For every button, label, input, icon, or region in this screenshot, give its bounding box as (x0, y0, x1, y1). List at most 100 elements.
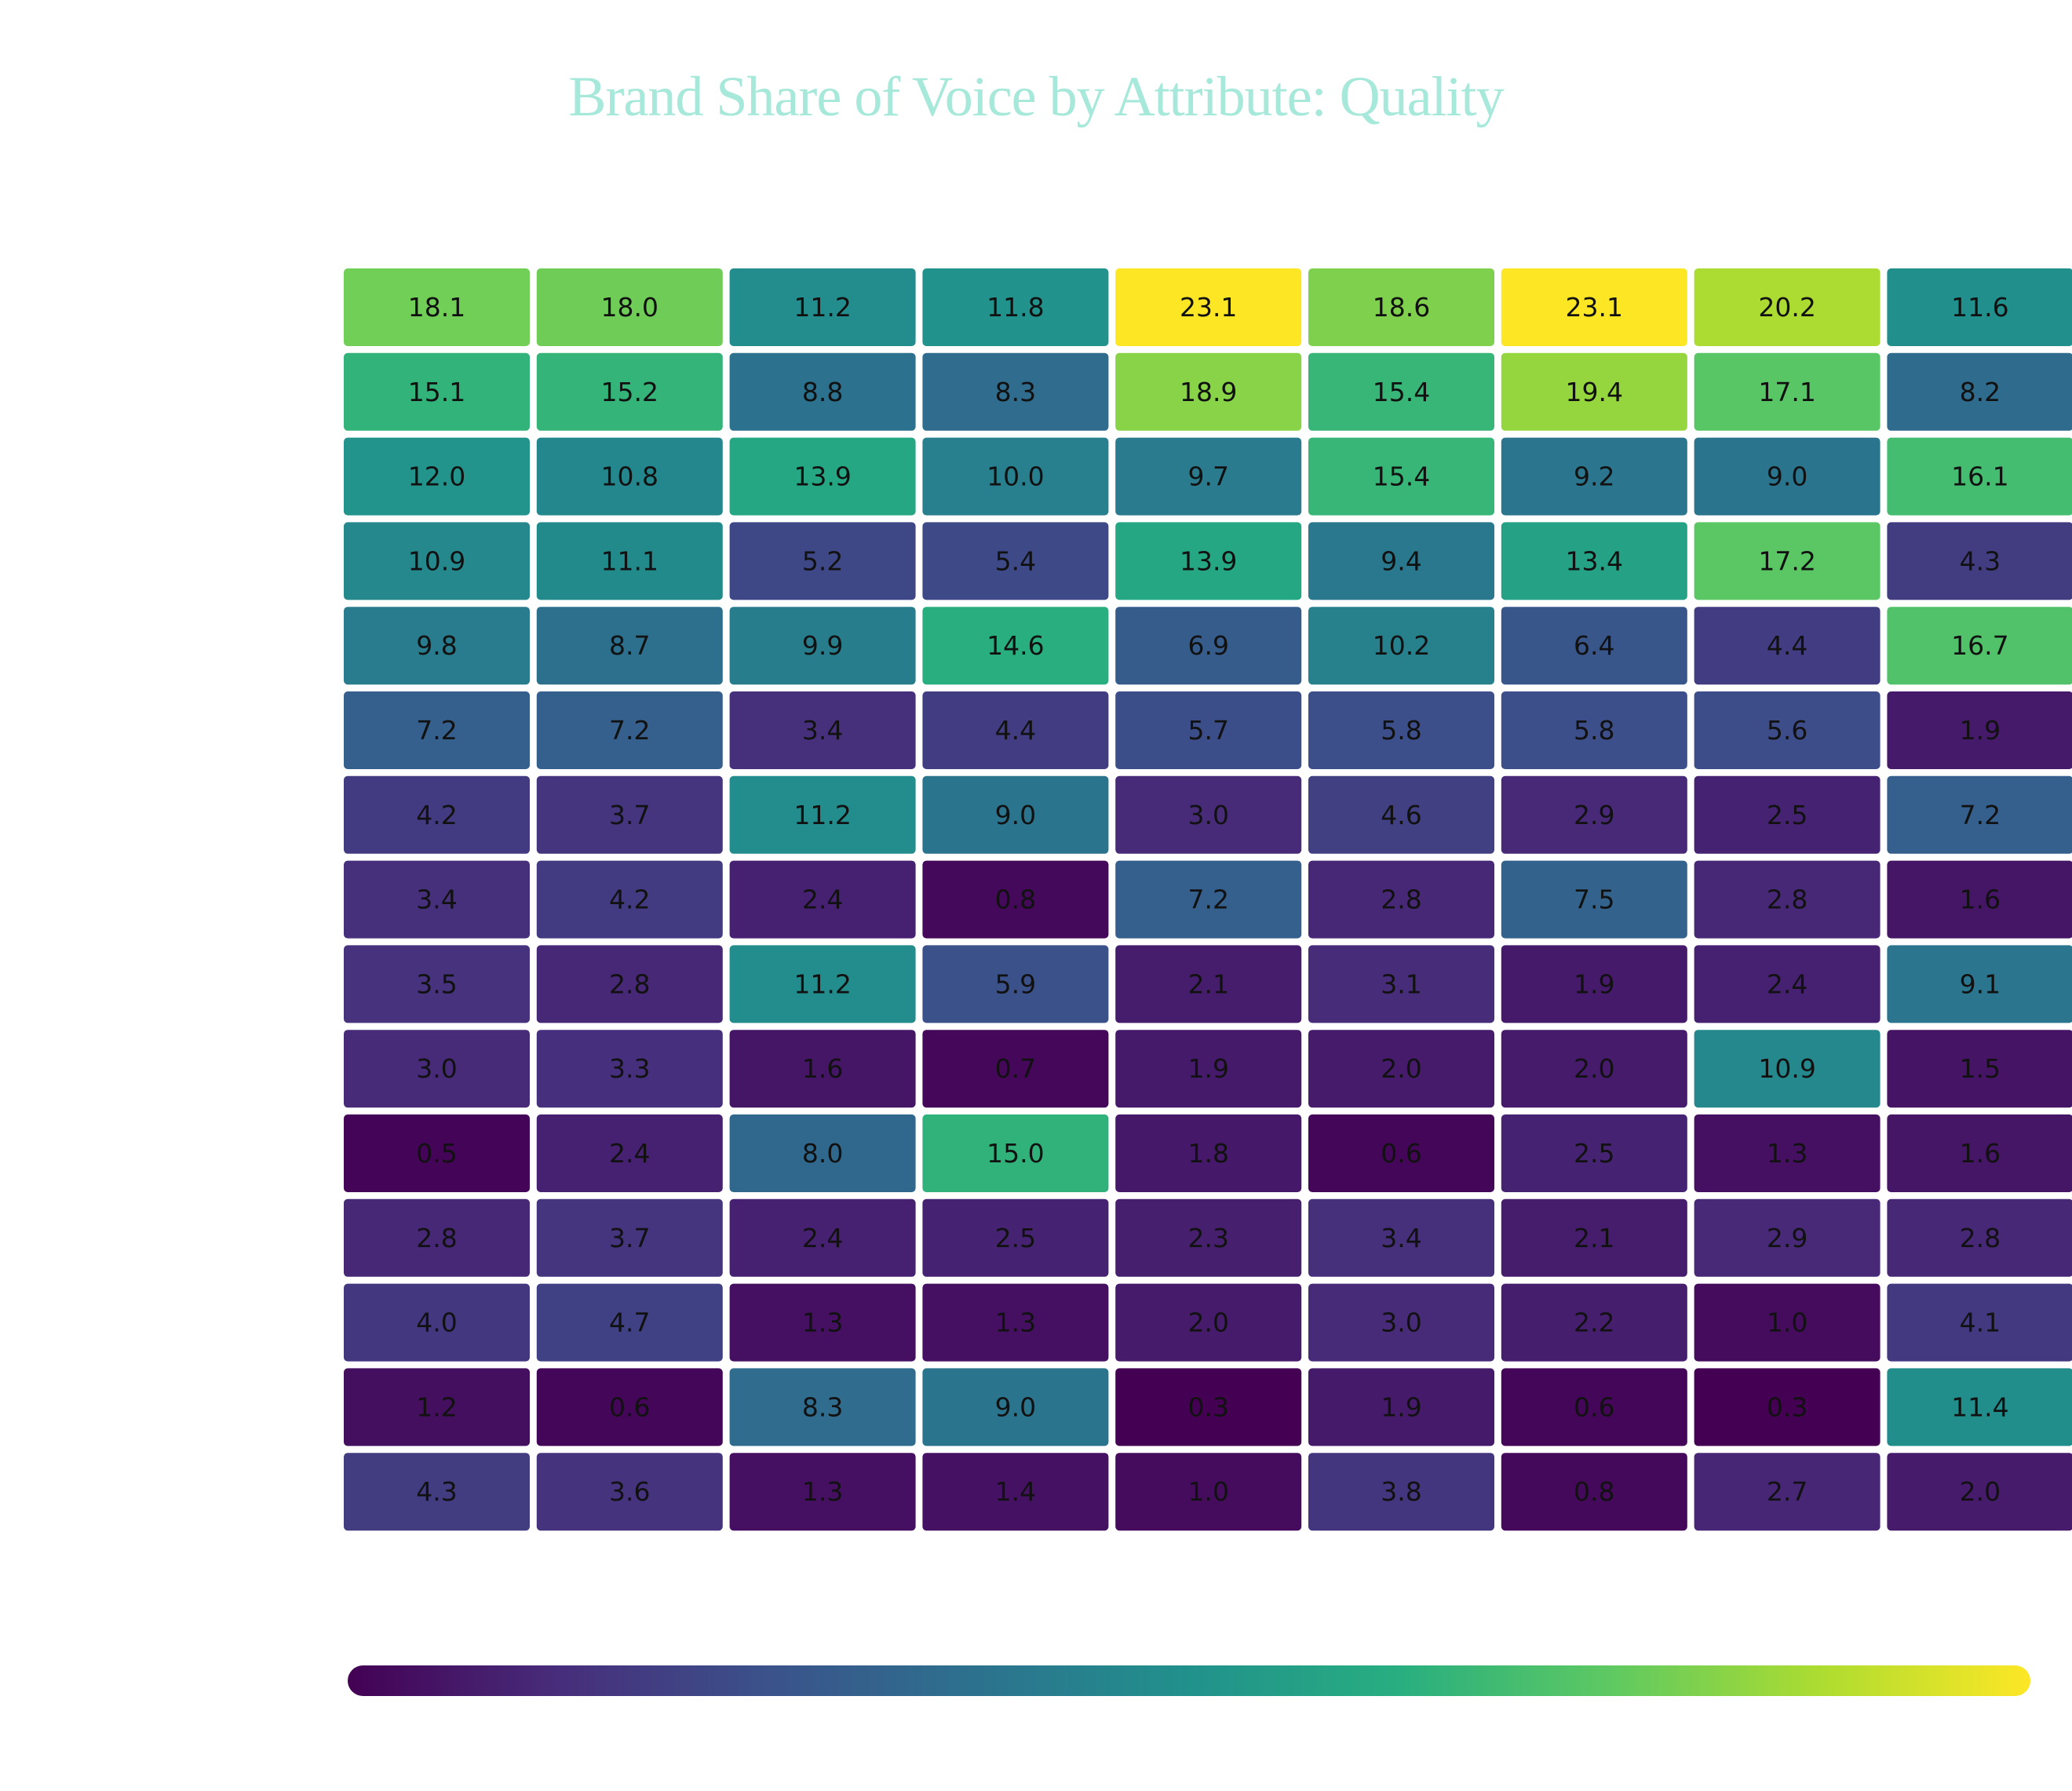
cell-label: 4.6 (1381, 800, 1421, 830)
heatmap-cell (1308, 522, 1494, 600)
heatmap-cell (1501, 522, 1687, 600)
heatmap-cell (1887, 268, 2072, 346)
cell-label: 4.4 (1767, 630, 1808, 661)
cell-label: 0.3 (1767, 1392, 1808, 1422)
heatmap-cell (536, 860, 723, 939)
cell-label: 3.1 (1381, 968, 1421, 999)
heatmap-cell (1308, 945, 1494, 1023)
cell-label: 16.1 (1951, 461, 2008, 492)
heatmap-cell (1308, 437, 1494, 516)
heatmap-cell (1887, 1030, 2072, 1108)
cell-label: 9.7 (1187, 461, 1228, 492)
cell-label: 2.8 (416, 1223, 457, 1253)
cell-label: 4.3 (416, 1476, 457, 1507)
cell-label: 2.4 (1767, 968, 1808, 999)
heatmap-cell (344, 945, 530, 1023)
heatmap-cell (922, 352, 1109, 431)
heatmap-cell (1694, 522, 1880, 600)
heatmap-cell (1308, 775, 1494, 854)
cell-label: 2.8 (609, 968, 650, 999)
cell-label: 5.2 (802, 545, 843, 576)
cell-label: 3.7 (609, 1223, 650, 1253)
heatmap-cell (1694, 860, 1880, 939)
heatmap-cell (1694, 268, 1880, 346)
cell-label: 2.4 (609, 1138, 650, 1169)
heatmap-cell (1887, 945, 2072, 1023)
cell-label: 0.7 (995, 1053, 1036, 1084)
heatmap-cell (729, 1283, 916, 1362)
cell-label: 1.6 (1960, 885, 2001, 915)
cell-label: 10.2 (1373, 630, 1430, 661)
heatmap-cell (922, 1368, 1109, 1446)
heatmap-cell (1694, 352, 1880, 431)
cell-label: 9.4 (1381, 545, 1421, 576)
heatmap-cell (1501, 1368, 1687, 1446)
heatmap-cell (1501, 352, 1687, 431)
heatmap-cell (1115, 352, 1302, 431)
cell-label: 2.1 (1574, 1223, 1614, 1253)
heatmap-cell (1115, 1198, 1302, 1277)
heatmap-cell (536, 437, 723, 516)
heatmap-cell (1115, 1453, 1302, 1531)
heatmap-cell (1694, 775, 1880, 854)
heatmap-cell (922, 860, 1109, 939)
cell-label: 18.1 (408, 292, 465, 323)
cell-label: 2.8 (1960, 1223, 2001, 1253)
heatmap-cell (1115, 522, 1302, 600)
cell-label: 8.7 (609, 630, 650, 661)
cell-label: 18.6 (1373, 292, 1430, 323)
cell-label: 20.2 (1758, 292, 1815, 323)
cell-label: 1.0 (1767, 1308, 1808, 1338)
cell-label: 5.9 (995, 968, 1036, 999)
cell-label: 7.5 (1574, 885, 1614, 915)
heatmap-cell (1501, 691, 1687, 769)
cell-label: 2.2 (1574, 1308, 1614, 1338)
cell-label: 1.9 (1381, 1392, 1421, 1422)
heatmap-cell (1115, 1030, 1302, 1108)
heatmap-cell (536, 691, 723, 769)
cell-label: 4.4 (995, 715, 1036, 746)
heatmap-cell (729, 268, 916, 346)
cell-label: 13.9 (793, 461, 851, 492)
cell-label: 9.1 (1960, 968, 2001, 999)
cell-label: 2.1 (1187, 968, 1228, 999)
heatmap-cell (1887, 352, 2072, 431)
heatmap-cell (344, 691, 530, 769)
cell-label: 1.0 (1187, 1476, 1228, 1507)
cell-label: 6.9 (1187, 630, 1228, 661)
heatmap-cell (1501, 1198, 1687, 1277)
heatmap-cell (922, 268, 1109, 346)
heatmap-cell (1115, 1368, 1302, 1446)
heatmap-cell (1887, 1198, 2072, 1277)
cell-label: 2.0 (1574, 1053, 1614, 1084)
cell-label: 11.2 (793, 968, 851, 999)
cell-label: 1.8 (1187, 1138, 1228, 1169)
heatmap-cell (536, 1283, 723, 1362)
heatmap-cell (1308, 860, 1494, 939)
heatmap-cell (922, 775, 1109, 854)
cell-label: 13.4 (1566, 545, 1623, 576)
cell-label: 5.8 (1381, 715, 1421, 746)
heatmap-cell (1308, 268, 1494, 346)
heatmap-cell (1501, 945, 1687, 1023)
cell-label: 7.2 (1187, 885, 1228, 915)
cell-label: 10.8 (601, 461, 658, 492)
cell-label: 0.8 (995, 885, 1036, 915)
cell-label: 8.8 (802, 377, 843, 407)
cell-label: 17.1 (1758, 377, 1815, 407)
cell-label: 1.4 (995, 1476, 1036, 1507)
cell-label: 3.4 (416, 885, 457, 915)
heatmap-cell (1887, 1114, 2072, 1192)
cell-label: 15.0 (987, 1138, 1044, 1169)
cell-label: 16.7 (1951, 630, 2008, 661)
cell-label: 23.1 (1180, 292, 1237, 323)
heatmap-cell (344, 1368, 530, 1446)
heatmap-cell (536, 1114, 723, 1192)
heatmap-cell (1308, 691, 1494, 769)
heatmap-cell (344, 775, 530, 854)
cell-label: 10.0 (987, 461, 1044, 492)
heatmap-cell (1115, 691, 1302, 769)
cell-label: 1.3 (802, 1308, 843, 1338)
cell-label: 9.0 (995, 1392, 1036, 1422)
heatmap-cell (1115, 775, 1302, 854)
